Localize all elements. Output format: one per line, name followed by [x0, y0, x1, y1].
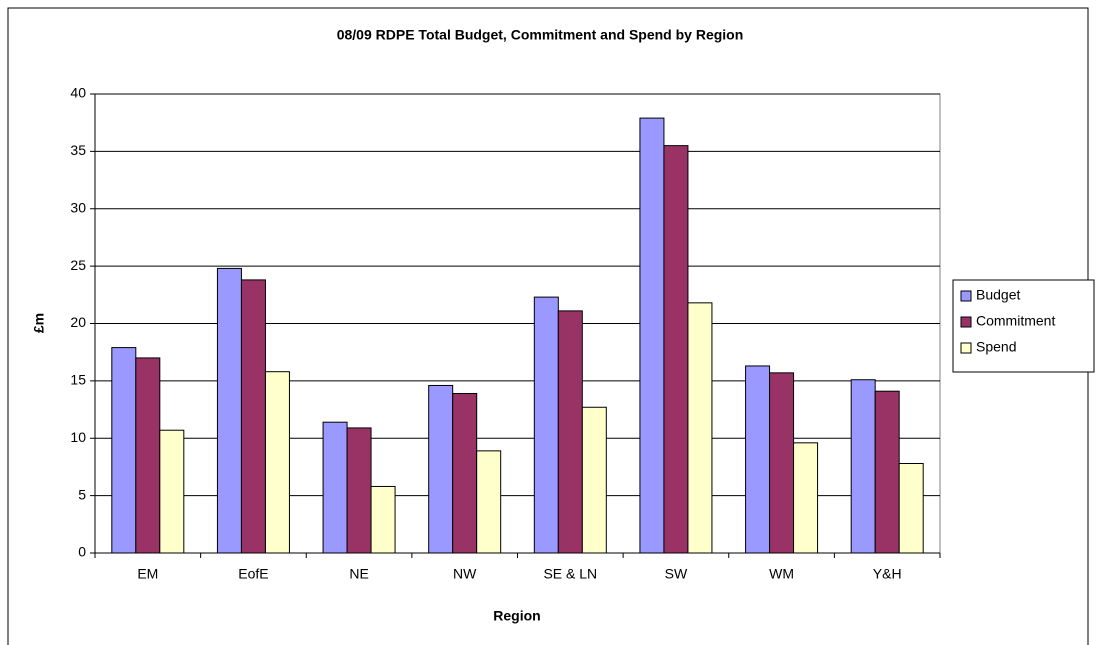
bar [159, 429, 185, 554]
bar [874, 390, 900, 554]
bar [216, 267, 242, 554]
x-tick-label: WM [769, 566, 794, 582]
legend-label: Spend [976, 339, 1016, 355]
bar [264, 371, 290, 554]
x-tick-label: SW [665, 566, 688, 582]
bar [346, 427, 372, 554]
y-tick-label: 20 [70, 314, 86, 330]
bar [745, 365, 771, 554]
bar [581, 406, 607, 554]
bar [850, 379, 876, 554]
bar [322, 421, 348, 554]
y-tick-label: 5 [78, 486, 86, 502]
bar [533, 296, 559, 554]
x-tick-label: Y&H [873, 566, 902, 582]
legend-box [952, 279, 1095, 373]
bar [769, 372, 795, 554]
bar [476, 450, 502, 554]
bar [898, 462, 924, 554]
bar [370, 485, 396, 554]
bar [452, 392, 478, 554]
chart-title: 08/09 RDPE Total Budget, Commitment and … [337, 27, 744, 43]
bar [793, 442, 819, 554]
legend-label: Budget [976, 287, 1020, 303]
x-tick-label: EofE [238, 566, 268, 582]
x-tick-label: EM [137, 566, 158, 582]
y-tick-label: 25 [70, 257, 86, 273]
x-tick-label: NE [349, 566, 368, 582]
y-tick-label: 10 [70, 429, 86, 445]
bar [687, 302, 713, 554]
y-tick-label: 30 [70, 199, 86, 215]
y-axis-label: £m [31, 313, 47, 333]
y-tick-label: 15 [70, 372, 86, 388]
bar [639, 117, 665, 554]
legend-swatch [960, 316, 972, 328]
x-tick-label: NW [453, 566, 477, 582]
bar [240, 279, 266, 554]
bar [135, 357, 161, 554]
bar [428, 384, 454, 554]
legend-swatch [960, 342, 972, 354]
bar [663, 145, 689, 554]
bar [111, 347, 137, 554]
legend-label: Commitment [976, 313, 1055, 329]
y-tick-label: 40 [70, 85, 86, 101]
bar [557, 310, 583, 554]
legend-swatch [960, 290, 972, 302]
y-tick-label: 0 [78, 544, 86, 560]
x-tick-label: SE & LN [543, 566, 597, 582]
y-tick-label: 35 [70, 142, 86, 158]
x-axis-label: Region [493, 608, 540, 624]
